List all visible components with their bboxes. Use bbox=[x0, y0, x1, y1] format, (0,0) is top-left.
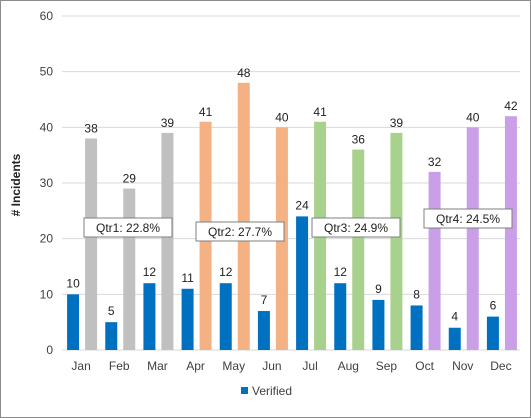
quarter-annotation-text: Qtr3: 24.9% bbox=[324, 221, 388, 235]
y-axis-title: # Incidents bbox=[9, 153, 23, 216]
bar-verified bbox=[257, 311, 270, 350]
data-label-verified: 8 bbox=[413, 287, 420, 301]
x-tick-label: Oct bbox=[415, 359, 434, 373]
data-label-total: 48 bbox=[237, 66, 251, 80]
bar-verified bbox=[486, 316, 499, 350]
data-labels: 38 10 29 5 39 12 41 11 48 12 40 7 41 24 36 12 39 9 32 8 40 4 4… bbox=[66, 66, 518, 324]
bars bbox=[67, 82, 517, 351]
quarter-annotation-text: Qtr2: 27.7% bbox=[208, 225, 272, 239]
bar-total bbox=[123, 188, 136, 350]
legend: Verified bbox=[241, 384, 292, 398]
data-label-verified: 6 bbox=[490, 299, 497, 313]
bar-verified bbox=[181, 288, 194, 350]
data-label-total: 38 bbox=[84, 121, 98, 135]
data-label-verified: 4 bbox=[451, 310, 458, 324]
bar-verified bbox=[410, 305, 423, 350]
bar-total bbox=[352, 149, 365, 350]
y-tick-label: 40 bbox=[40, 120, 54, 134]
data-label-total: 29 bbox=[123, 172, 137, 186]
data-label-total: 41 bbox=[313, 105, 327, 119]
bar-total bbox=[237, 82, 250, 351]
bar-total bbox=[390, 132, 403, 350]
x-tick-label: Jan bbox=[71, 359, 90, 373]
gridlines bbox=[62, 15, 520, 351]
x-tick-label: Jul bbox=[302, 359, 317, 373]
data-label-total: 40 bbox=[275, 110, 289, 124]
bar-verified bbox=[448, 327, 461, 350]
quarter-annotation-text: Qtr4: 24.5% bbox=[436, 212, 500, 226]
data-label-total: 40 bbox=[466, 110, 480, 124]
quarter-annotation-box bbox=[195, 221, 285, 242]
y-tick-label: 50 bbox=[40, 65, 54, 79]
x-tick-label: Apr bbox=[186, 359, 205, 373]
y-tick-label: 10 bbox=[40, 287, 54, 301]
bar-total bbox=[504, 116, 517, 350]
y-tick-label: 30 bbox=[40, 176, 54, 190]
x-tick-label: Nov bbox=[452, 359, 473, 373]
quarter-annotation-box bbox=[83, 217, 173, 238]
y-tick-label: 60 bbox=[40, 9, 54, 23]
y-axis-ticks: 0 10 20 30 40 50 60 bbox=[40, 9, 54, 357]
data-label-total: 41 bbox=[199, 105, 213, 119]
data-label-total: 39 bbox=[390, 116, 404, 130]
bar-verified bbox=[143, 283, 156, 350]
x-tick-label: Feb bbox=[109, 359, 130, 373]
quarter-annotation-text: Qtr1: 22.8% bbox=[96, 221, 160, 235]
x-tick-label: Jun bbox=[262, 359, 281, 373]
data-label-total: 36 bbox=[352, 133, 366, 147]
data-label-verified: 12 bbox=[143, 265, 157, 279]
data-label-verified: 5 bbox=[108, 304, 115, 318]
data-label-verified: 10 bbox=[66, 276, 80, 290]
y-tick-label: 20 bbox=[40, 232, 54, 246]
quarter-annotation-box bbox=[311, 217, 401, 238]
x-axis-ticks: Jan Feb Mar Apr May Jun Jul Aug Sep Oct Nov Dec bbox=[71, 359, 511, 373]
bar-verified bbox=[334, 283, 347, 350]
bar-total bbox=[161, 132, 174, 350]
bar-total bbox=[466, 127, 479, 350]
data-label-verified: 12 bbox=[219, 265, 233, 279]
bar-verified bbox=[372, 299, 385, 350]
x-tick-label: Dec bbox=[490, 359, 511, 373]
legend-label-verified: Verified bbox=[252, 384, 292, 398]
bar-verified bbox=[296, 216, 309, 350]
bar-total bbox=[428, 171, 441, 350]
data-label-total: 39 bbox=[161, 116, 175, 130]
data-label-verified: 12 bbox=[334, 265, 348, 279]
data-label-verified: 24 bbox=[295, 198, 309, 212]
x-tick-label: May bbox=[222, 359, 245, 373]
y-tick-label: 0 bbox=[46, 343, 53, 357]
x-tick-label: Aug bbox=[338, 359, 359, 373]
quarter-annotations: Qtr1: 22.8% Qtr2: 27.7% Qtr3: 24.9% Qtr4: 2… bbox=[83, 208, 513, 242]
x-tick-label: Mar bbox=[147, 359, 168, 373]
data-label-total: 42 bbox=[504, 99, 518, 113]
bar-verified bbox=[105, 322, 118, 350]
bar-verified bbox=[67, 294, 80, 350]
data-label-verified: 7 bbox=[261, 293, 268, 307]
data-label-verified: 9 bbox=[375, 282, 382, 296]
quarter-annotation-box bbox=[423, 208, 513, 229]
legend-swatch-verified bbox=[241, 387, 248, 394]
data-label-verified: 11 bbox=[181, 271, 194, 285]
bar-verified bbox=[219, 283, 232, 350]
data-label-total: 32 bbox=[428, 155, 442, 169]
x-tick-label: Sep bbox=[376, 359, 398, 373]
bar-total bbox=[85, 138, 98, 350]
